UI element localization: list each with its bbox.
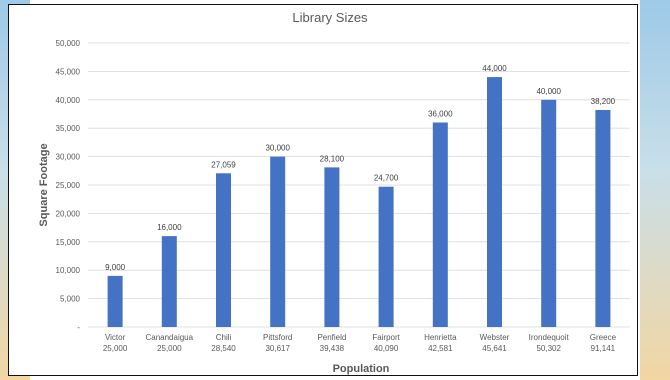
category-population-label: 45,641: [482, 344, 507, 353]
category-label: Penfield: [317, 333, 346, 342]
gridlines: [88, 42, 630, 328]
data-label: 28,100: [320, 154, 345, 163]
category-label: Victor: [105, 333, 126, 342]
category-population-label: 50,302: [536, 344, 561, 353]
y-tick-label: 30,000: [56, 153, 81, 162]
y-tick-label: 40,000: [56, 96, 81, 105]
right-background-strip: [640, 0, 670, 380]
category-label: Fairport: [372, 333, 400, 342]
category-label: Webster: [480, 333, 510, 342]
bar: [487, 77, 502, 327]
data-label: 30,000: [265, 144, 290, 153]
bars: [107, 77, 611, 328]
bar: [541, 99, 557, 327]
category-label: Chili: [216, 333, 232, 342]
data-label: 40,000: [536, 87, 561, 96]
category-label: Canandaigua: [145, 333, 193, 342]
y-tick-label: 5,000: [60, 295, 81, 304]
bar: [378, 186, 394, 327]
category-label: Irondequoit: [529, 333, 570, 342]
category-population-label: 91,141: [591, 344, 616, 353]
bar: [595, 110, 611, 327]
data-label: 24,700: [374, 174, 399, 183]
category-label: Pittsford: [263, 333, 292, 342]
data-label: 9,000: [105, 263, 126, 272]
category-population-label: 30,617: [265, 344, 290, 353]
y-tick-label: 45,000: [56, 67, 81, 76]
data-label: 38,200: [591, 97, 616, 106]
bar: [270, 156, 286, 327]
category-population-label: 42,581: [428, 344, 453, 353]
category-population-label: 28,540: [211, 344, 236, 353]
y-tick-label: 15,000: [56, 238, 81, 247]
y-axis-ticks: - 5,000 10,000 15,000 20,000 25,000 30,000 35,0…: [56, 39, 81, 332]
category-population-label: 39,438: [320, 344, 345, 353]
bar: [216, 173, 231, 327]
data-labels: 9,000 16,000 27,059 30,000 28,100 24,700 36,00…: [105, 64, 616, 272]
y-tick-label: -: [77, 323, 80, 332]
data-label: 36,000: [428, 110, 453, 119]
category-population-label: 25,000: [157, 344, 182, 353]
category-population-label: 40,090: [374, 344, 399, 353]
category-label: Henrietta: [424, 333, 457, 342]
data-label: 44,000: [482, 64, 507, 73]
y-tick-label: 25,000: [56, 181, 81, 190]
y-axis-title: Square Footage: [38, 143, 50, 226]
y-tick-label: 10,000: [56, 266, 81, 275]
bar: [107, 275, 123, 327]
data-label: 27,059: [211, 160, 236, 169]
bar: [161, 236, 177, 327]
x-axis-categories: Victor 25,000 Canandaigua 25,000 Chili 28,540…: [103, 333, 617, 353]
chart-title: Library Sizes: [292, 10, 368, 25]
data-label: 16,000: [157, 223, 182, 232]
y-tick-label: 35,000: [56, 124, 81, 133]
x-axis-title: Population: [333, 363, 390, 375]
y-tick-label: 20,000: [56, 209, 81, 218]
category-label: Greece: [590, 333, 617, 342]
bar: [432, 122, 448, 328]
bar: [324, 167, 340, 327]
y-tick-label: 50,000: [56, 39, 81, 48]
category-population-label: 25,000: [103, 344, 128, 353]
